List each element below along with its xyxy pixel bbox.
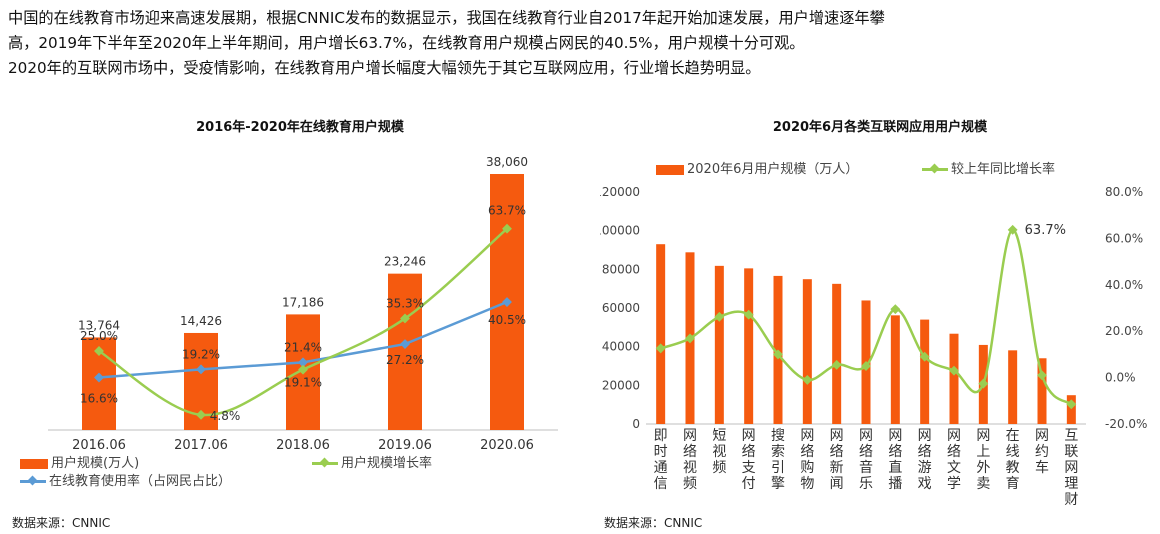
growth-rate-label: 4.8% [210, 409, 241, 423]
legend-item-usage-rate: 在线教育使用率（占网民占比） [20, 470, 231, 489]
x-tick-label: 网络新闻 [830, 428, 844, 492]
usage-rate-label: 19.2% [182, 347, 220, 361]
left-source: 数据来源：CNNIC [12, 516, 111, 530]
growth-rate-label: 63.7% [488, 204, 526, 218]
growth-rate-label: 19.1% [284, 376, 322, 390]
x-tick-label: 网络音乐 [859, 428, 873, 492]
y2-tick-label: 80.0% [1105, 185, 1143, 199]
x-tick-label: 网络游戏 [918, 428, 932, 492]
yoy-growth-point [773, 349, 783, 360]
bar-value-label: 38,060 [486, 155, 528, 169]
x-tick-label: 搜索引擎 [771, 428, 785, 492]
x-tick-label: 网络文学 [947, 428, 961, 492]
x-tick-label: 在线教育 [1006, 428, 1020, 492]
y-tick-label: 80000 [602, 262, 640, 276]
bar [890, 315, 900, 424]
bar [1066, 395, 1076, 424]
right-legend: 2020年6月用户规模（万人） 较上年同比增长率 [600, 158, 1160, 178]
x-tick-label: 2020.06 [480, 438, 534, 453]
y2-tick-label: 0.0% [1105, 371, 1136, 385]
usage-rate-label: 16.6% [80, 392, 118, 406]
bar [1037, 358, 1047, 424]
y2-tick-label: -20.0% [1105, 417, 1147, 431]
y2-tick-label: 60.0% [1105, 231, 1143, 245]
legend-item-growth-rate: 用户规模增长率 [312, 452, 432, 471]
legend-label: 用户规模增长率 [341, 456, 433, 471]
bar [802, 279, 812, 424]
bar [656, 244, 666, 424]
x-tick-label: 2019.06 [378, 438, 432, 453]
usage-rate-point [196, 364, 206, 375]
bar [714, 265, 724, 424]
y2-tick-label: 40.0% [1105, 278, 1143, 292]
bar [832, 283, 842, 424]
y2-tick-label: 20.0% [1105, 324, 1143, 338]
yoy-growth-label: 63.7% [1025, 223, 1066, 238]
growth-rate-label: 35.3% [386, 296, 424, 310]
bar [920, 319, 930, 424]
yoy-growth-point [861, 361, 871, 371]
y-tick-label: 20000 [602, 378, 640, 392]
yoy-growth-point [685, 333, 695, 344]
growth-rate-point [196, 409, 206, 420]
right-chart: 0 20000 40000 60000 80000 100000 120000 -20.0% 0… [600, 185, 1147, 508]
x-tick-label: 网络支付 [742, 428, 756, 492]
usage-rate-label: 21.4% [284, 340, 322, 354]
x-tick-label: 网上外卖 [976, 428, 990, 492]
usage-rate-label: 40.5% [488, 313, 526, 327]
legend-line-swatch [312, 457, 338, 468]
y-tick-label: 120000 [600, 185, 640, 199]
bar [388, 273, 422, 430]
y-tick-label: 60000 [602, 301, 640, 315]
bar [744, 268, 754, 424]
growth-rate-point [298, 364, 308, 375]
legend-bar-swatch [656, 164, 684, 175]
bar [1008, 350, 1018, 424]
left-chart: 13,764 2016.06 14,426 2017.06 17,186 2018.06 2… [48, 155, 558, 453]
x-tick-label: 2018.06 [276, 438, 330, 453]
legend-item-user-scale: 用户规模(万人) [20, 452, 139, 471]
legend-label: 2020年6月用户规模（万人） [687, 162, 859, 177]
x-tick-label: 网约车 [1035, 428, 1049, 476]
bar-value-label: 17,186 [282, 295, 324, 309]
right-source: 数据来源：CNNIC [604, 516, 703, 530]
bar-value-label: 13,764 [78, 318, 120, 332]
yoy-growth-point [949, 365, 959, 376]
intro-text: 中国的在线教育市场迎来高速发展期，根据CNNIC发布的数据显示，我国在线教育行业… [8, 6, 1153, 81]
x-tick-label: 即时通信 [654, 428, 668, 492]
bar-value-label: 23,246 [384, 255, 426, 269]
legend-label: 在线教育使用率（占网民占比） [49, 474, 232, 489]
left-chart-title: 2016年-2020年在线教育用户规模 [196, 120, 404, 135]
y-tick-label: 100000 [600, 224, 640, 238]
x-tick-label: 2016.06 [72, 438, 126, 453]
y-tick-label: 0 [632, 417, 640, 431]
x-tick-label: 短视频 [712, 428, 726, 476]
legend-item-app-user-scale: 2020年6月用户规模（万人） [656, 158, 858, 177]
growth-rate-label: 25.0% [80, 329, 118, 343]
bar-value-label: 14,426 [180, 314, 222, 328]
intro-line-3: 2020年的互联网市场中，受疫情影响，在线教育用户增长幅度大幅领先于其它互联网应… [8, 59, 761, 77]
x-tick-label: 互联网理财 [1064, 428, 1078, 508]
legend-label: 较上年同比增长率 [951, 162, 1056, 177]
x-tick-label: 网络视频 [683, 428, 697, 492]
right-chart-title: 2020年6月各类互联网应用用户规模 [772, 120, 988, 135]
legend-item-yoy-growth: 较上年同比增长率 [922, 158, 1055, 177]
left-legend: 用户规模(万人) 用户规模增长率 在线教育使用率（占网民占比） [0, 450, 560, 490]
legend-label: 用户规模(万人) [51, 456, 140, 471]
legend-line-swatch [20, 475, 46, 486]
y-tick-label: 40000 [602, 340, 640, 354]
legend-bar-swatch [20, 458, 48, 469]
x-tick-label: 网络直播 [888, 428, 902, 492]
intro-line-2: 高，2019年下半年至2020年上半年期间，用户增长63.7%，在线教育用户规模… [8, 34, 805, 52]
intro-line-1: 中国的在线教育市场迎来高速发展期，根据CNNIC发布的数据显示，我国在线教育行业… [8, 9, 885, 27]
bar [949, 333, 959, 424]
x-tick-label: 网络购物 [800, 428, 814, 492]
usage-rate-point [502, 297, 512, 307]
legend-line-swatch [922, 163, 948, 174]
yoy-growth-point [1037, 370, 1047, 381]
usage-rate-label: 27.2% [386, 353, 424, 367]
yoy-growth-point [978, 378, 989, 389]
x-tick-label: 2017.06 [174, 438, 228, 453]
